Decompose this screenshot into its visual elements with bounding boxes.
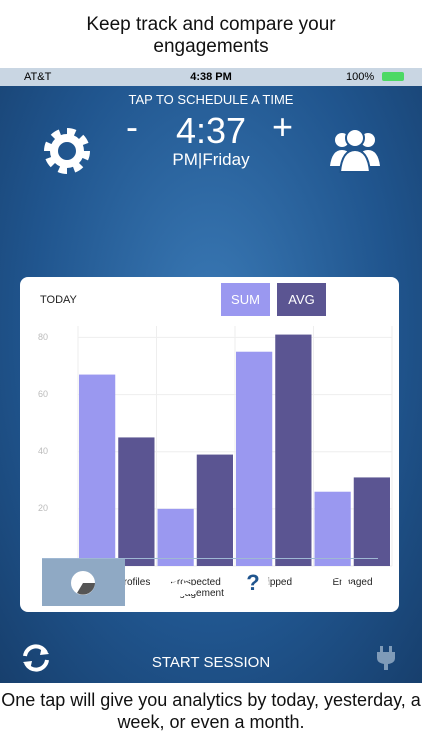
x-tick-label: Skipped: [255, 577, 293, 588]
battery: 100%: [346, 71, 375, 83]
minus-button[interactable]: -: [126, 106, 138, 147]
chart-card: TODAY 020406080 SUMAVGMaster ProfilesPro…: [20, 277, 399, 612]
group-icon[interactable]: [328, 126, 382, 174]
bar: [314, 491, 351, 566]
bar: [236, 351, 273, 566]
caption-bottom: One tap will give you analytics by today…: [1, 690, 421, 732]
tab-divider: [42, 558, 378, 559]
legend-button[interactable]: SUM: [221, 283, 270, 316]
carrier: AT&T: [24, 71, 52, 83]
legend-button[interactable]: AVG: [277, 283, 326, 316]
plus-button[interactable]: +: [272, 106, 294, 147]
y-tick-label: 60: [38, 389, 48, 399]
status-bar: AT&T 4:38 PM 100%: [0, 68, 422, 86]
refresh-icon[interactable]: [20, 642, 52, 674]
tab-help[interactable]: ?: [236, 566, 270, 600]
bar: [196, 454, 233, 566]
svg-text:?: ?: [246, 570, 259, 595]
y-tick-label: 20: [38, 503, 48, 513]
tab-analytics[interactable]: [42, 559, 125, 606]
bar: [79, 374, 116, 566]
bar: [118, 437, 155, 566]
x-tick-label: Engaged: [332, 577, 373, 588]
plug-icon: [377, 646, 395, 670]
time: 4:37: [175, 110, 247, 151]
y-tick-label: 40: [38, 446, 48, 456]
period: PM|Friday: [172, 150, 250, 169]
bar: [275, 334, 312, 566]
schedule-prompt[interactable]: TAP TO SCHEDULE A TIME: [128, 92, 294, 107]
bar: [157, 508, 194, 566]
tab-contacts[interactable]: [148, 566, 198, 600]
caption-top: Keep track and compare your engagements: [86, 14, 336, 57]
settings-icon[interactable]: [40, 124, 94, 178]
chart-title: TODAY: [40, 294, 77, 306]
battery-icon: [382, 72, 404, 81]
app-background: TAP TO SCHEDULE A TIME - 4:37 + PM|Frida…: [0, 86, 422, 683]
clock: 4:38 PM: [190, 71, 232, 83]
tab-settings[interactable]: [318, 565, 356, 603]
chart: 020406080: [38, 326, 393, 570]
bar: [353, 477, 390, 566]
y-tick-label: 80: [38, 332, 48, 342]
start-session[interactable]: START SESSION: [151, 654, 271, 671]
